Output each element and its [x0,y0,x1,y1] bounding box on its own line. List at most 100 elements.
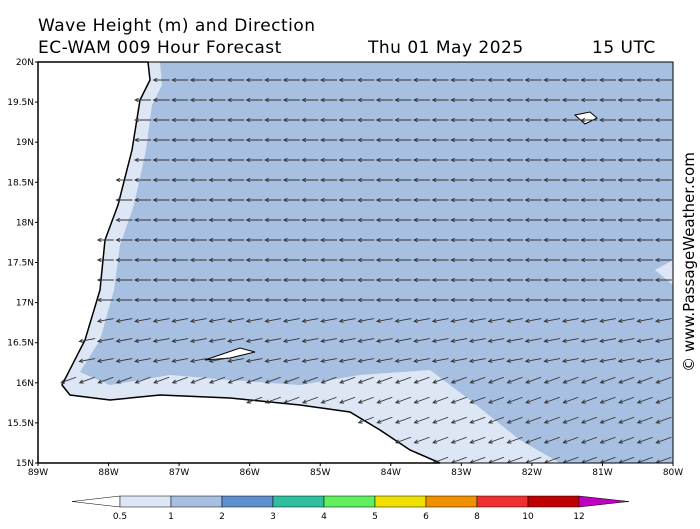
wave-arrow [319,117,337,123]
wave-arrow [357,277,375,283]
wave-arrow [543,416,560,424]
wave-arrow [133,177,151,183]
wave-arrow [394,376,412,384]
wave-arrow [431,277,449,283]
wave-arrow [189,117,207,123]
wave-arrow [580,416,598,424]
wave-arrow [617,237,635,243]
wave-arrow [190,376,207,384]
wave-arrow [171,376,188,384]
wave-arrow [580,237,598,243]
wave-arrow [617,318,635,323]
wave-arrow [208,217,226,223]
wave-arrow [133,97,151,103]
wave-arrow [655,436,672,444]
legend-label: 4 [321,512,327,522]
wave-arrow [152,177,170,183]
wave-arrow [654,177,672,183]
legend-label: 5 [372,512,378,522]
wave-arrow [431,338,449,343]
wave-arrow [282,157,300,163]
wave-arrow [375,338,393,343]
legend-swatch [119,495,172,508]
wave-arrow [394,358,412,363]
wave-arrow [636,416,653,424]
wave-arrow [561,277,579,283]
wave-arrow [282,117,300,123]
wave-arrow [282,217,300,223]
wave-arrow [357,257,375,263]
wave-arrow [282,297,300,303]
wave-arrow [412,277,430,283]
wave-arrow [617,157,635,163]
wave-arrow [561,137,579,143]
wave-arrow [580,318,598,323]
wave-arrow [562,436,579,444]
wave-arrow [505,177,523,183]
wave-arrow [394,217,412,223]
wave-arrow [319,157,337,163]
wave-arrow [338,157,356,163]
lat-label: 15N [16,459,34,469]
wave-arrow [524,97,542,103]
wave-arrow [301,297,319,303]
wave-arrow [338,338,356,343]
wave-arrow [506,396,523,404]
wave-arrow [598,297,616,303]
legend-label: 1 [168,512,174,522]
wave-arrow [599,318,616,323]
wave-arrow [375,217,393,223]
wave-arrow [394,257,412,263]
legend: 0.5 1 2 3 4 5 6 8 10 12 [71,495,630,522]
wave-arrow [226,97,244,103]
wave-arrow [189,297,207,303]
wave-arrow [543,77,561,83]
wave-arrow [468,77,486,83]
wave-arrow [394,137,412,143]
wave-arrow [524,257,542,263]
wave-arrow [189,318,207,323]
wave-arrow [524,157,542,163]
wave-arrow [208,137,226,143]
wave-arrow [133,257,151,263]
wave-arrow [468,157,486,163]
wave-arrow [245,177,263,183]
wave-arrow [319,137,337,143]
shallow-zone [655,260,673,285]
wave-arrow [320,376,337,384]
wave-arrow [636,257,654,263]
wave-arrow [152,257,170,263]
wave-arrow [226,197,244,203]
wave-arrow [654,338,672,343]
wave-arrow [283,376,300,384]
wave-arrow [450,197,468,203]
wave-arrow [599,416,616,424]
wave-arrow [171,277,189,283]
wave-arrow [580,177,598,183]
wave-arrow [134,318,151,323]
wave-arrow [468,97,486,103]
legend-label: 0.5 [113,512,127,522]
legend-swatch [425,495,478,508]
wave-arrow [617,257,635,263]
wave-arrow [375,257,393,263]
wave-arrow [505,137,523,143]
wave-arrow [617,297,635,303]
wave-arrow [152,297,170,303]
wave-arrow [561,237,579,243]
wave-arrow [301,318,319,323]
wave-arrow [450,77,468,83]
wave-arrow [599,436,616,444]
wave-arrow [505,97,523,103]
wave-arrow [598,97,616,103]
wave-arrow [245,358,263,363]
wave-arrow [226,277,244,283]
wave-arrow [487,177,505,183]
wave-arrow [227,376,244,384]
wave-arrow [115,197,133,203]
wave-arrow [301,338,319,343]
wave-arrow [134,376,151,384]
wave-arrow [524,277,542,283]
wave-arrow [469,396,486,404]
wave-arrow [431,237,449,243]
